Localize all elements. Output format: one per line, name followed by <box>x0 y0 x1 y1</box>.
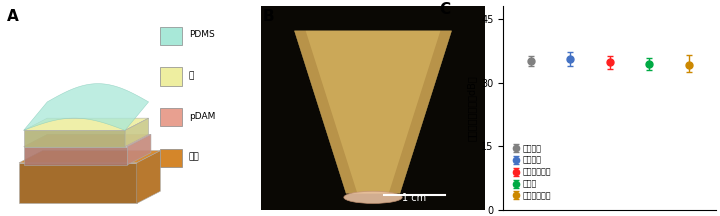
Polygon shape <box>127 134 151 165</box>
Y-axis label: 信号対ノイズ比（dB）: 信号対ノイズ比（dB） <box>467 75 477 141</box>
Text: 金: 金 <box>189 71 194 80</box>
Polygon shape <box>125 118 148 147</box>
FancyBboxPatch shape <box>161 27 181 45</box>
Legend: 初期状態, 手洗い後, ランニング後, 水泳後, 着用８時間後: 初期状態, 手洗い後, ランニング後, 水泳後, 着用８時間後 <box>509 141 555 203</box>
Text: 皮膚: 皮膚 <box>189 152 199 161</box>
Text: A: A <box>7 8 19 24</box>
Polygon shape <box>24 134 151 147</box>
Ellipse shape <box>344 191 402 203</box>
Text: B: B <box>263 8 274 24</box>
Polygon shape <box>137 151 161 203</box>
Polygon shape <box>19 151 161 163</box>
Polygon shape <box>24 118 148 130</box>
Polygon shape <box>294 31 451 193</box>
Polygon shape <box>306 31 441 193</box>
FancyBboxPatch shape <box>161 67 181 86</box>
Text: pDAM: pDAM <box>189 112 215 121</box>
FancyBboxPatch shape <box>261 6 485 210</box>
Text: C: C <box>439 2 450 17</box>
Polygon shape <box>24 147 127 165</box>
FancyBboxPatch shape <box>161 108 181 126</box>
Text: 1 cm: 1 cm <box>402 194 427 203</box>
FancyBboxPatch shape <box>161 149 181 167</box>
Polygon shape <box>24 130 125 147</box>
Polygon shape <box>19 163 137 203</box>
Text: PDMS: PDMS <box>189 30 215 39</box>
Polygon shape <box>24 84 148 130</box>
